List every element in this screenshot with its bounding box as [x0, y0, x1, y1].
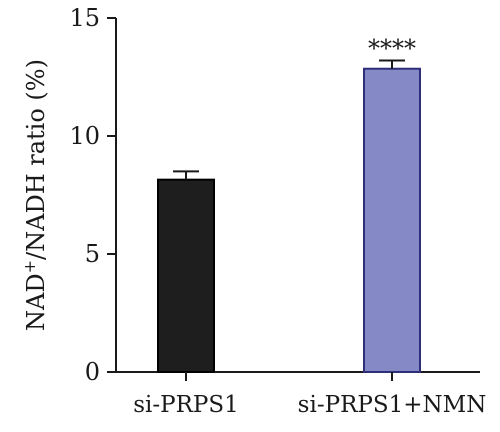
significance-label: ****	[368, 34, 416, 62]
y-ticks: 0 5 10 15	[69, 4, 116, 386]
y-tick-label: 5	[85, 240, 100, 268]
y-tick-label: 15	[69, 4, 100, 32]
bar-2	[363, 67, 421, 374]
bar-1	[157, 178, 215, 373]
x-ticks: si-PRPS1 si-PRPS1+NMN	[133, 372, 486, 418]
y-tick-label: 0	[85, 358, 100, 386]
x-tick-label: si-PRPS1+NMN	[298, 392, 487, 418]
y-axis-label-prefix: NAD	[22, 273, 50, 331]
bars: ****	[157, 34, 421, 374]
y-axis-label-superscript: +	[20, 260, 39, 273]
y-axis-label-suffix: /NADH ratio (%)	[22, 59, 50, 260]
y-tick-label: 10	[69, 122, 100, 150]
y-axis-label: NAD+/NADH ratio (%)	[20, 59, 50, 331]
x-tick-label: si-PRPS1	[133, 392, 239, 418]
